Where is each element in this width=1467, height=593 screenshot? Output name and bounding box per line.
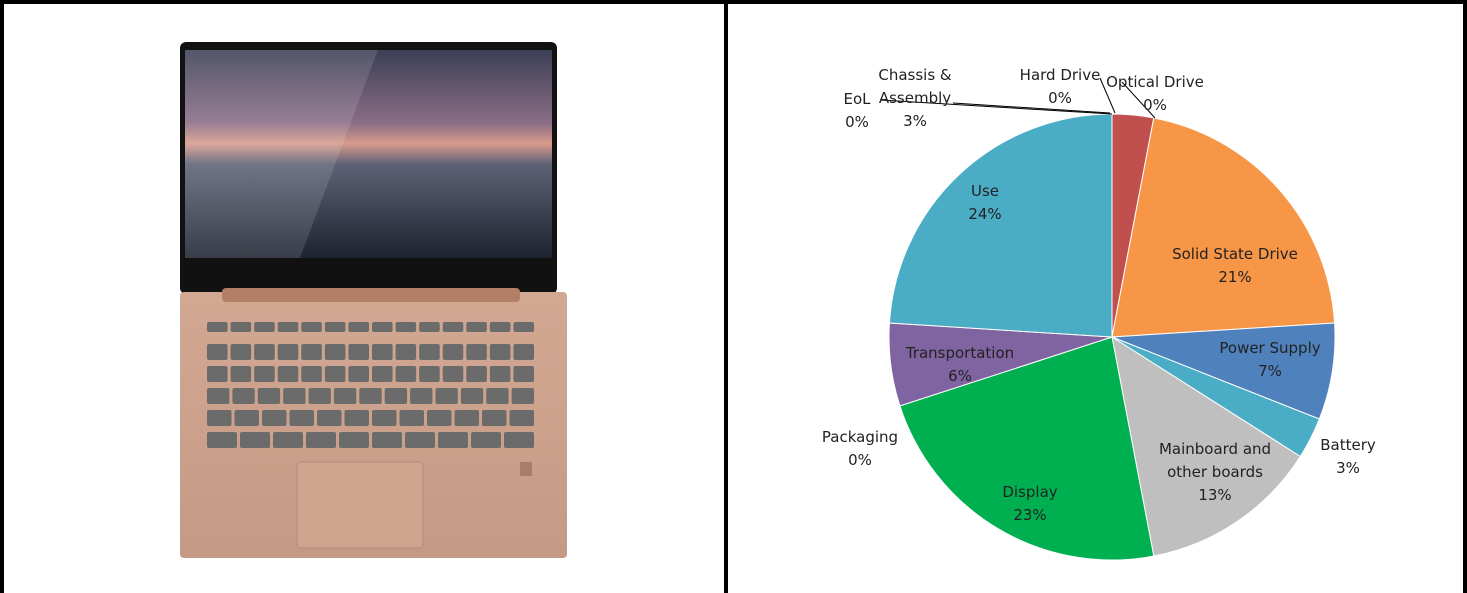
slice-label: Solid State Drive21%	[1160, 243, 1310, 289]
value-label: 0%	[810, 449, 910, 472]
page: EoL0%Chassis & Assembly3%Hard Drive0%Opt…	[0, 0, 1467, 593]
value-label: 24%	[955, 203, 1015, 226]
value-label: 6%	[890, 365, 1030, 388]
category-label: Hard Drive	[1010, 64, 1110, 87]
category-label: Display	[985, 481, 1075, 504]
value-label: 3%	[1308, 457, 1388, 480]
category-label: Power Supply	[1205, 337, 1335, 360]
value-label: 3%	[870, 110, 960, 133]
value-label: 0%	[1010, 87, 1110, 110]
category-label: Chassis & Assembly	[870, 64, 960, 110]
category-label: Use	[955, 180, 1015, 203]
category-label: Optical Drive	[1100, 71, 1210, 94]
category-label: Mainboard and other boards	[1153, 438, 1278, 484]
category-label: Transportation	[890, 342, 1030, 365]
slice-label: Mainboard and other boards13%	[1153, 438, 1278, 507]
value-label: 0%	[1100, 94, 1210, 117]
slice-label: Chassis & Assembly3%	[870, 64, 960, 133]
value-label: 13%	[1153, 484, 1278, 507]
value-label: 21%	[1160, 266, 1310, 289]
category-label: Battery	[1308, 434, 1388, 457]
category-label: Solid State Drive	[1160, 243, 1310, 266]
slice-label: Optical Drive0%	[1100, 71, 1210, 117]
category-label: Packaging	[810, 426, 910, 449]
value-label: 7%	[1205, 360, 1335, 383]
value-label: 23%	[985, 504, 1075, 527]
